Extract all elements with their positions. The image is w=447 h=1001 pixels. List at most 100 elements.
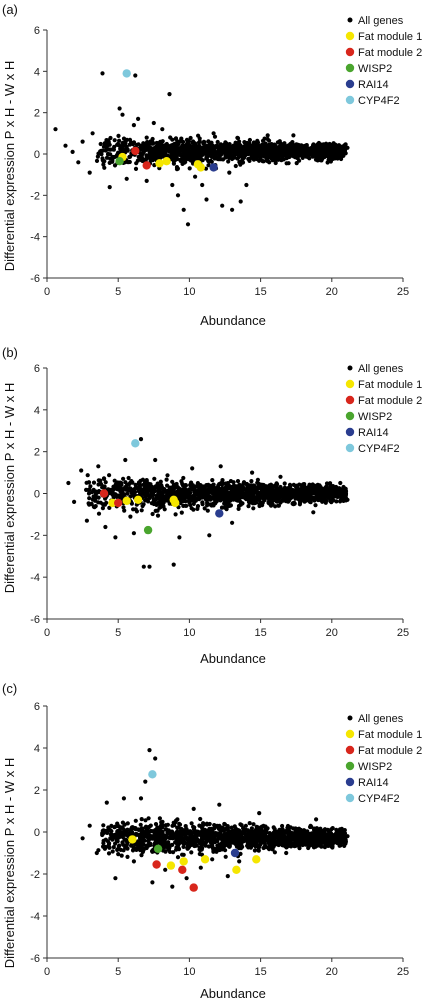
panel-a-x-tick-label: 25	[397, 286, 409, 298]
panel-c-bulk-point	[322, 839, 327, 844]
panel-b-bulk-point	[317, 490, 322, 495]
panel-c-point-fat-module-2	[189, 883, 198, 892]
panel-a-point-all-genes	[87, 170, 92, 175]
panel-c-bulk-point	[333, 832, 338, 837]
panel-b-legend-marker-5	[345, 443, 355, 453]
panel-c-bulk-point	[171, 831, 176, 837]
panel-a-x-tick-label: 5	[115, 286, 121, 298]
panel-c-point-all-genes	[87, 823, 92, 828]
panel-a-bulk-point	[123, 141, 128, 146]
panel-a-bulk-point	[110, 159, 115, 164]
panel-c-bulk-point	[123, 832, 128, 837]
panel-b-bulk-point	[118, 480, 123, 485]
panel-b-bulk-point	[328, 498, 333, 504]
panel-c-bulk-point	[254, 824, 259, 829]
panel-a-bulk-point	[214, 155, 219, 161]
panel-c-point-fat-module-1	[252, 855, 261, 864]
panel-c-bulk-point	[139, 853, 144, 858]
panel-a-legend-marker-4	[345, 79, 355, 89]
panel-c-legend-marker-2	[345, 745, 355, 755]
panel-c-bulk-point	[257, 830, 262, 835]
panel-c-point-all-genes	[94, 850, 99, 856]
panel-b-bulk-point	[204, 493, 209, 498]
panel-a-point-all-genes	[193, 174, 198, 179]
panel-c-bulk-point	[251, 822, 256, 827]
panel-a-bulk-point	[174, 165, 180, 170]
panel-c-point-all-genes	[237, 859, 242, 864]
panel-a-y-tick-label: 6	[34, 25, 40, 37]
panel-a-bulk-point	[181, 139, 186, 144]
panel-c-bulk-point	[277, 830, 282, 835]
panel-c-point-all-genes	[113, 876, 118, 881]
panel-c-bulk-point	[155, 833, 160, 839]
panel-b-bulk-point	[153, 508, 158, 513]
panel-b-bulk-point	[224, 481, 229, 486]
panel-b-bulk-point	[181, 475, 186, 481]
panel-a-bulk-point	[189, 144, 194, 149]
panel-c-bulk-point	[253, 841, 258, 846]
panel-c-bulk-point	[329, 842, 334, 847]
panel-a-bulk-point	[286, 161, 291, 166]
panel-c-bulk-point	[206, 844, 211, 849]
panel-c-bulk-point	[200, 828, 205, 833]
panel-a-legend-label-2: Fat module 2	[358, 47, 422, 59]
panel-c-point-all-genes	[257, 811, 262, 816]
panel-a-bulk-point	[209, 140, 214, 145]
panel-b-bulk-point	[318, 496, 323, 501]
panel-c-bulk-point	[224, 827, 229, 832]
panel-c-bulk-point	[280, 828, 285, 834]
panel-c-bulk-point	[222, 822, 227, 827]
panel-a-bulk-point	[105, 147, 110, 152]
panel-c-bulk-point	[237, 840, 242, 845]
panel-c-point-fat-module-2	[178, 865, 187, 874]
panel-a-bulk-point	[311, 142, 316, 147]
panel-b-bulk-point	[266, 499, 271, 504]
panel-a-bulk-point	[216, 148, 222, 153]
panel-a-bulk-point	[336, 153, 341, 158]
panel-c-bulk-point	[171, 850, 176, 855]
panel-c-bulk-point	[107, 841, 112, 846]
panel-b-x-tick-label: 5	[115, 627, 121, 639]
panel-a-legend-marker-2	[345, 47, 355, 57]
panel-a-bulk-point	[301, 152, 307, 157]
panel-c-bulk-point	[334, 837, 339, 842]
panel-b-bulk-point	[128, 486, 133, 491]
panel-a-bulk-point	[139, 152, 144, 157]
panel-b-point-fat-module-1	[122, 496, 131, 505]
panel-b-bulk-point	[154, 497, 159, 502]
panel-a-bulk-point	[168, 135, 173, 140]
panel-c-point-all-genes	[170, 884, 175, 889]
panel-b-bulk-point	[151, 501, 156, 507]
panel-c-bulk-point	[247, 843, 252, 849]
panel-b-bulk-point	[230, 488, 235, 493]
panel-c-bulk-point	[278, 840, 283, 845]
panel-a-bulk-point	[127, 142, 132, 147]
panel-a-bulk-point	[108, 135, 113, 141]
panel-a-bulk-point	[246, 152, 251, 157]
panel-b-bulk-point	[211, 503, 216, 508]
panel-a-bulk-point	[168, 143, 174, 148]
panel-b-bulk-point	[100, 506, 105, 511]
panel-a-bulk-point	[176, 147, 181, 152]
panel-b-bulk-point	[200, 489, 205, 494]
panel-b-bulk-point	[134, 509, 139, 514]
panel-a-bulk-point	[246, 147, 251, 152]
panel-c-legend-marker-1	[345, 729, 355, 739]
panel-c-bulk-point	[189, 834, 194, 840]
panel-b-bulk-point	[142, 486, 147, 491]
panel-c-bulk-point	[165, 822, 170, 827]
panel-a-point-cyp4f2	[122, 69, 131, 78]
panel-c-bulk-point	[218, 835, 223, 840]
panel-c-bulk-point	[238, 851, 243, 857]
panel-a-point-all-genes	[160, 127, 165, 132]
panel-c-bulk-point	[176, 841, 182, 846]
panel-b-bulk-point	[290, 487, 295, 492]
panel-c-legend-label-3: WISP2	[358, 761, 392, 773]
panel-a-bulk-point	[288, 141, 293, 146]
panel-c-bulk-point	[182, 828, 187, 833]
panel-c-bulk-point	[273, 840, 278, 846]
panel-b-bulk-point	[233, 497, 238, 502]
panel-b-bulk-point	[246, 485, 251, 490]
panel-a-point-all-genes	[211, 131, 216, 136]
panel-a-point-all-genes	[70, 149, 75, 154]
